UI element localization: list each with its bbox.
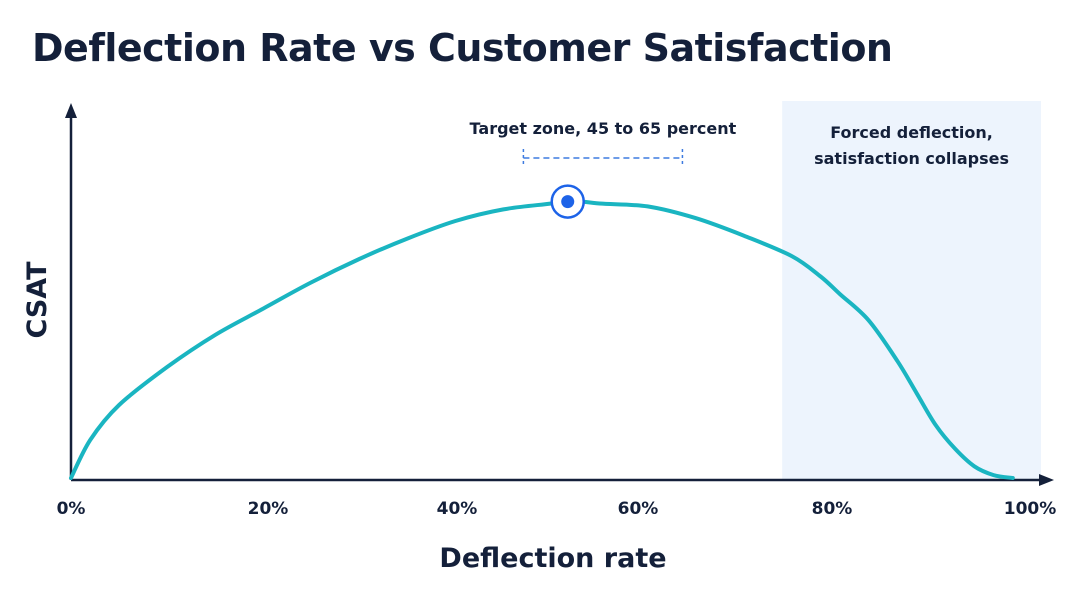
forced-deflection-region bbox=[782, 101, 1041, 480]
optimum-point bbox=[561, 195, 575, 209]
x-tick-label: 60% bbox=[618, 499, 659, 519]
forced-deflection-label-line2: satisfaction collapses bbox=[814, 149, 1009, 168]
x-tick-label: 100% bbox=[1004, 499, 1057, 519]
forced-deflection-label-line1: Forced deflection, bbox=[830, 123, 993, 142]
x-tick-label: 20% bbox=[248, 499, 289, 519]
x-tick-labels: 0% 20% 40% 60% 80% 100% bbox=[57, 499, 1057, 519]
x-tick-label: 80% bbox=[812, 499, 853, 519]
y-axis-label: CSAT bbox=[22, 261, 53, 339]
x-tick-label: 0% bbox=[57, 499, 86, 519]
y-axis-arrow bbox=[65, 103, 77, 118]
x-axis-label: Deflection rate bbox=[439, 543, 666, 574]
chart-title: Deflection Rate vs Customer Satisfaction bbox=[32, 26, 893, 70]
csat-curve bbox=[69, 198, 1015, 480]
target-zone-bracket bbox=[522, 149, 684, 167]
target-zone-label: Target zone, 45 to 65 percent bbox=[470, 119, 737, 138]
x-axis-arrow bbox=[1039, 474, 1054, 486]
x-tick-label: 40% bbox=[437, 499, 478, 519]
